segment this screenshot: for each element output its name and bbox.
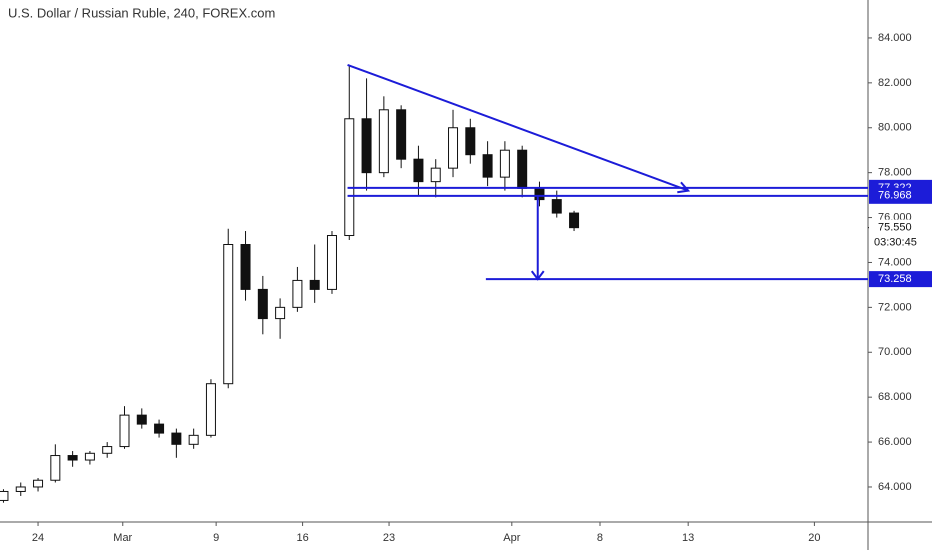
candle-body xyxy=(15,486,26,492)
candle-body xyxy=(67,455,78,461)
candle-body xyxy=(378,109,389,174)
current-price-label: 75.550 xyxy=(878,222,912,234)
current-price-tag xyxy=(869,219,932,250)
y-tick-label: 80.000 xyxy=(878,122,912,134)
candle-body xyxy=(275,306,286,320)
y-tick-label: 68.000 xyxy=(878,391,912,403)
candle-body xyxy=(551,199,562,214)
candle-body xyxy=(309,279,320,290)
chart-title: U.S. Dollar / Russian Ruble, 240, FOREX.… xyxy=(8,5,275,20)
candle-body xyxy=(361,118,372,174)
candle-body xyxy=(430,167,441,183)
x-tick-label: Apr xyxy=(503,532,520,544)
candle-body xyxy=(569,212,580,229)
candle-body xyxy=(136,414,147,425)
candle-body xyxy=(84,452,95,461)
level-tag-label: 73.258 xyxy=(878,273,912,285)
y-tick-label: 78.000 xyxy=(878,167,912,179)
x-tick-label: 13 xyxy=(682,532,694,544)
level-tag xyxy=(869,187,932,204)
x-tick-label: 23 xyxy=(383,532,395,544)
candle-body xyxy=(292,279,303,308)
y-tick-label: 64.000 xyxy=(878,481,912,493)
projection-arrowhead xyxy=(530,270,545,281)
candle-body xyxy=(205,383,216,436)
level-tag xyxy=(869,271,932,288)
x-tick-label: 20 xyxy=(808,532,820,544)
candle-body xyxy=(499,149,510,178)
x-tick-label: 24 xyxy=(32,532,44,544)
candle-body xyxy=(240,243,251,290)
candle-body xyxy=(154,423,165,434)
candle-body xyxy=(448,127,459,169)
candle-body xyxy=(534,187,545,201)
candle-body xyxy=(257,288,268,320)
x-tick-label: 16 xyxy=(296,532,308,544)
trendline xyxy=(347,63,689,192)
candle-body xyxy=(344,118,355,237)
y-tick-label: 72.000 xyxy=(878,301,912,313)
candle-body xyxy=(326,235,337,290)
candle-body xyxy=(0,490,9,501)
candle-body xyxy=(33,479,44,488)
candle-body xyxy=(188,434,199,445)
candle-body xyxy=(171,432,182,445)
x-tick-label: 8 xyxy=(597,532,603,544)
y-tick-label: 84.000 xyxy=(878,32,912,44)
y-tick-label: 74.000 xyxy=(878,256,912,268)
y-tick-label: 70.000 xyxy=(878,346,912,358)
y-tick-label: 66.000 xyxy=(878,436,912,448)
x-tick-label: Mar xyxy=(113,532,132,544)
candle-body xyxy=(413,158,424,183)
candle-body xyxy=(223,243,234,385)
candle-body xyxy=(482,154,493,178)
candle-body xyxy=(50,455,61,481)
candle-body xyxy=(102,446,113,454)
x-tick-label: 9 xyxy=(213,532,219,544)
candle-body xyxy=(119,414,130,448)
trendline-arrowhead xyxy=(677,181,691,194)
y-tick-label: 82.000 xyxy=(878,77,912,89)
candle-body xyxy=(517,149,528,189)
candle-body xyxy=(396,109,407,160)
level-tag-label: 76.968 xyxy=(878,190,912,202)
countdown: 03:30:45 xyxy=(874,237,917,249)
candle-body xyxy=(465,127,476,156)
